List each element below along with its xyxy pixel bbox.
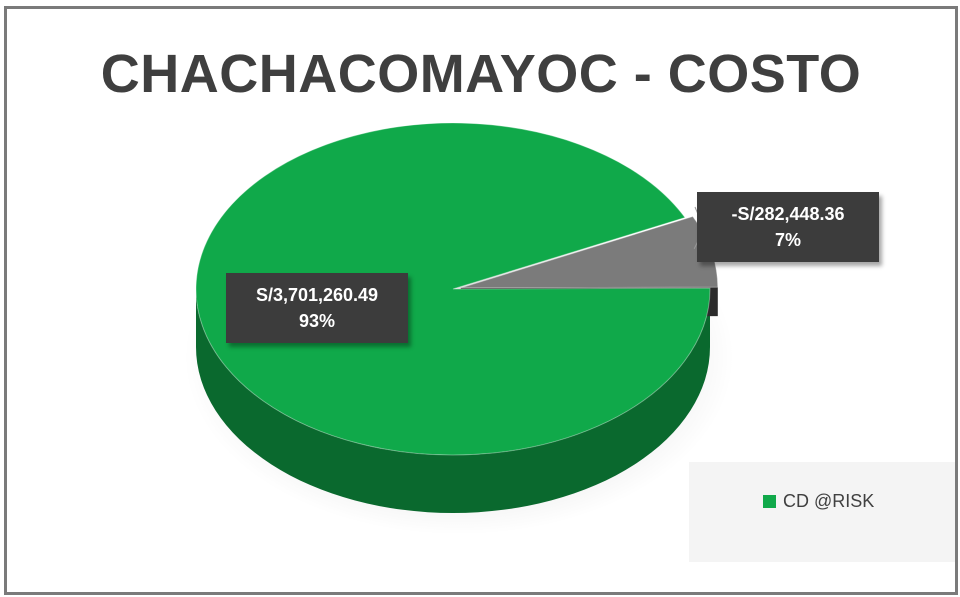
legend-swatch xyxy=(763,495,776,508)
chart-frame: CHACHACOMAYOC - COSTO S/3,701,260.49 93%… xyxy=(4,6,958,595)
legend-label: CD @RISK xyxy=(783,491,875,511)
pie-chart xyxy=(184,122,734,535)
pie-slice-1 xyxy=(195,122,711,456)
legend-item: CD @RISK xyxy=(763,491,874,512)
data-label-slice-2-percent: 7% xyxy=(774,230,801,250)
data-label-slice-1-value: S/3,701,260.49 xyxy=(255,285,379,305)
chart-legend: CD @RISK xyxy=(689,462,955,562)
data-label-slice-2: -S/282,448.36 7% xyxy=(697,192,879,262)
chart-title: CHACHACOMAYOC - COSTO xyxy=(100,44,862,104)
pie-slice-1-side-0 xyxy=(196,289,710,513)
data-label-slice-2-value: -S/282,448.36 xyxy=(731,204,845,224)
data-label-slice-1: S/3,701,260.49 93% xyxy=(226,273,408,343)
data-label-slice-1-percent: 93% xyxy=(298,311,336,331)
